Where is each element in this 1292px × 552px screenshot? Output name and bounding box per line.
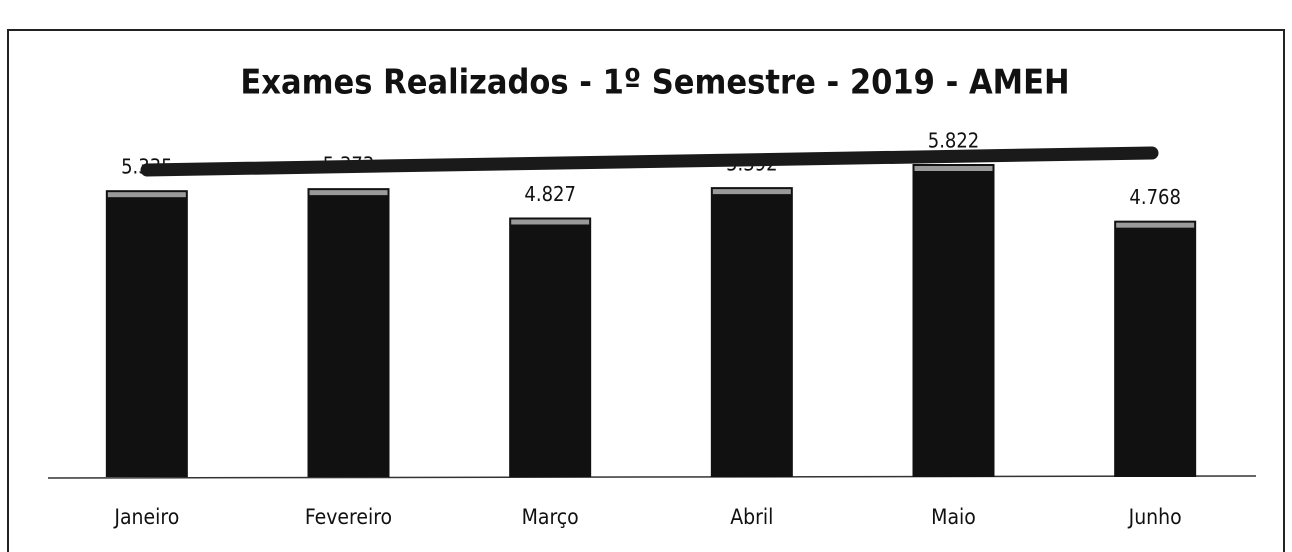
bar (1114, 220, 1197, 477)
x-tick-label: Fevereiro (305, 505, 392, 529)
x-tick-label: Abril (730, 505, 773, 529)
bar (307, 188, 390, 477)
bar-top (107, 192, 186, 198)
bar (105, 190, 188, 478)
bar-top (511, 219, 590, 225)
x-tick-label: Maio (931, 505, 976, 529)
bar-top (712, 189, 791, 195)
bar (710, 187, 793, 477)
x-tick-label: Março (522, 505, 579, 529)
bar-top (914, 166, 993, 171)
baseline (47, 475, 1257, 479)
x-tick-label: Junho (1128, 505, 1182, 529)
bar (509, 217, 592, 477)
data-label: 4.768 (1129, 185, 1181, 209)
x-tick-label: Janeiro (113, 505, 179, 529)
data-label: 5.822 (928, 129, 980, 153)
bar-top (309, 190, 388, 196)
bar (912, 164, 995, 477)
frame (7, 29, 1285, 552)
data-label: 4.827 (524, 182, 576, 206)
bar-top (1116, 222, 1195, 228)
chart-title: Exames Realizados - 1º Semestre - 2019 -… (240, 63, 1069, 103)
trend-band (140, 146, 1159, 177)
